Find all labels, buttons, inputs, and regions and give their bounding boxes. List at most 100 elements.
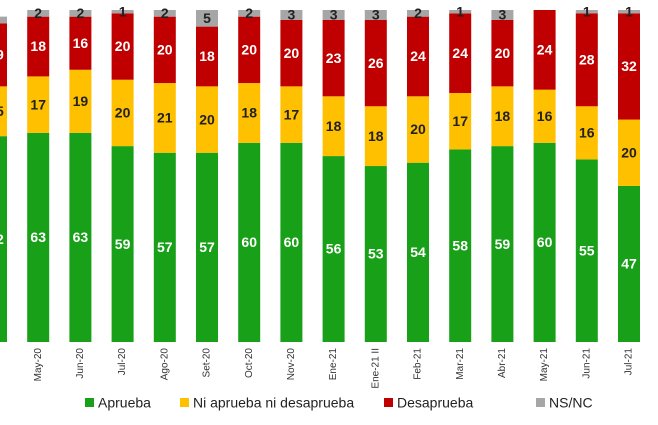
x-tick-label: Oct-20: [244, 348, 255, 378]
value-label: 28: [579, 52, 595, 68]
value-label: 19: [0, 47, 4, 63]
bar-segment: [111, 13, 134, 80]
x-tick-label: Jun-20: [75, 348, 86, 379]
value-label: 18: [368, 128, 384, 144]
value-label: 2: [414, 5, 422, 21]
value-label: 20: [410, 121, 426, 137]
value-label: 2: [245, 5, 253, 21]
x-tick-label: Ago-20: [159, 348, 170, 381]
bar-segment: [0, 136, 7, 342]
value-label: 19: [73, 93, 89, 109]
bar-segment: [322, 156, 345, 342]
legend-swatch: [180, 398, 189, 407]
value-label: 20: [241, 42, 257, 58]
value-label: 16: [73, 35, 89, 51]
value-label: 18: [30, 38, 46, 54]
x-tick-label: Mar-21: [455, 348, 466, 380]
value-label: 58: [452, 237, 468, 253]
value-label: 47: [621, 256, 637, 272]
bar-segment: [491, 19, 514, 87]
bar-segment: [449, 10, 472, 14]
bar-segment: [364, 19, 387, 107]
value-label: 2: [34, 5, 42, 21]
value-label: 17: [30, 96, 46, 112]
bar-segment: [533, 142, 556, 342]
value-label: 63: [73, 229, 89, 245]
bar-segment: [322, 19, 345, 97]
bar-segment: [69, 16, 92, 70]
value-label: 1: [456, 3, 464, 19]
bar-segment: [491, 146, 514, 342]
bar-segment: [618, 185, 640, 342]
value-label: 57: [199, 239, 215, 255]
x-tick-label: Nov-20: [286, 348, 297, 381]
bar-segment: [238, 83, 261, 143]
value-label: 24: [537, 42, 553, 58]
bar-segment: [238, 16, 261, 84]
x-tick-label: Jul-20: [117, 348, 128, 376]
bar-segment: [111, 79, 134, 147]
value-label: 3: [288, 7, 296, 23]
value-label: 20: [115, 105, 131, 121]
value-label: 26: [368, 55, 384, 71]
bar-segment: [0, 86, 7, 137]
x-tick-label: Feb-21: [413, 348, 424, 380]
value-label: 1: [583, 3, 591, 19]
value-label: 60: [537, 234, 553, 250]
value-label: 17: [452, 113, 468, 129]
bar-segment: [196, 86, 218, 153]
bar-segment: [153, 16, 176, 84]
value-label: 21: [157, 110, 173, 126]
bar-segment: [364, 106, 387, 167]
bar-segment: [618, 10, 640, 14]
bar-segment: [491, 86, 514, 147]
value-label: 56: [326, 241, 342, 257]
bar-segment: [27, 76, 50, 133]
value-label: 3: [372, 7, 380, 23]
bar-segment: [575, 10, 598, 14]
value-label: 53: [368, 246, 384, 262]
value-label: 2: [77, 5, 85, 21]
bar-segment: [69, 10, 92, 17]
bar-segment: [449, 93, 472, 150]
value-label: 32: [621, 58, 637, 74]
bar-segment: [69, 69, 92, 133]
value-label: 18: [326, 118, 342, 134]
value-label: 5: [203, 10, 211, 26]
value-label: 18: [495, 108, 511, 124]
x-tick-label: May-20: [33, 348, 44, 382]
value-label: 55: [579, 242, 595, 258]
bar-segment: [449, 149, 472, 342]
bar-segment: [407, 16, 429, 97]
bar-segment: [618, 13, 640, 120]
bar-segment: [407, 96, 429, 163]
value-label: 59: [495, 236, 511, 252]
x-tick-label: Abr-21: [497, 348, 508, 378]
legend-label: NS/NC: [549, 395, 593, 411]
x-tick-label: Ene-21 II: [370, 348, 381, 389]
value-label: 57: [157, 239, 173, 255]
value-label: 63: [30, 229, 46, 245]
bar-segment: [575, 159, 598, 342]
bar-segment: [153, 83, 176, 153]
value-label: 2: [161, 5, 169, 21]
legend-swatch: [536, 398, 545, 407]
bar-segment: [575, 13, 598, 107]
value-label: 15: [0, 103, 4, 119]
value-label: 24: [410, 48, 426, 64]
bar-segment: [27, 16, 50, 77]
bar-segment: [196, 10, 218, 27]
bar-segment: [153, 152, 176, 342]
value-label: 59: [115, 236, 131, 252]
bar-segment: [280, 142, 303, 342]
bar-segment: [0, 23, 7, 87]
legend-swatch: [384, 398, 393, 407]
value-label: 18: [199, 48, 215, 64]
legend-label: Ni aprueba ni desaprueba: [193, 395, 354, 411]
bar-segment: [0, 16, 7, 24]
value-label: 20: [199, 111, 215, 127]
bar-segment: [533, 89, 556, 143]
x-tick-label: May-21: [539, 348, 550, 382]
legend-label: Aprueba: [98, 395, 151, 411]
